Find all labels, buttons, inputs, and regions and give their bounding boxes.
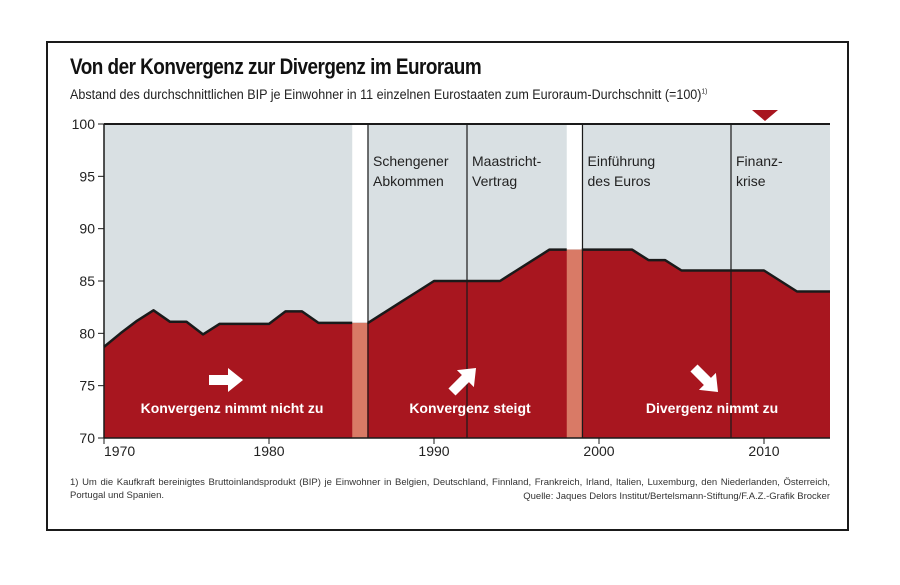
chart-title: Von der Konvergenz zur Divergenz im Euro… — [70, 54, 482, 79]
phase-separator-bottom-1 — [352, 322, 368, 438]
phase-arrow-3-icon — [690, 364, 719, 393]
event-label-2-1: Maastricht- — [472, 153, 542, 169]
y-tick-label-70: 70 — [79, 430, 95, 446]
x-tick-label-1990: 1990 — [418, 443, 449, 459]
subtitle-footnote-mark: 1) — [701, 88, 708, 96]
event-label-2-2: Vertrag — [472, 173, 517, 189]
phase-separator-top-1 — [352, 124, 368, 323]
y-tick-label-80: 80 — [79, 325, 95, 341]
x-tick-label-2000: 2000 — [583, 443, 614, 459]
phase-arrow-2-icon — [448, 367, 477, 396]
y-tick-label-100: 100 — [72, 116, 96, 132]
chart-subtitle: Abstand des durchschnittlichen BIP je Ei… — [70, 87, 707, 102]
event-label-4-1: Finanz- — [736, 153, 783, 169]
event-label-1-2: Abkommen — [373, 173, 444, 189]
y-tick-label-95: 95 — [79, 168, 95, 184]
event-label-3-1: Einführung — [588, 153, 656, 169]
footnote: 1) Um die Kaufkraft bereinigtes Bruttoin… — [70, 477, 830, 501]
phase-separator-top-2 — [566, 124, 582, 250]
reference-marker — [752, 110, 778, 121]
y-tick-label-85: 85 — [79, 273, 95, 289]
event-label-3-2: des Euros — [588, 173, 651, 189]
event-label-4-2: krise — [736, 173, 766, 189]
phase-arrow-shape-2 — [448, 367, 477, 396]
phase-label-1: Konvergenz nimmt nicht zu — [141, 400, 324, 416]
phase-label-2: Konvergenz steigt — [409, 400, 531, 416]
x-tick-label-1970: 1970 — [104, 443, 135, 459]
y-tick-label-90: 90 — [79, 221, 95, 237]
phase-separator-bottom-2 — [566, 249, 582, 438]
phase-arrow-shape-1 — [209, 368, 243, 392]
subtitle-text: Abstand des durchschnittlichen BIP je Ei… — [70, 87, 702, 102]
source-note: Quelle: Jaques Delors Institut/Bertelsma… — [523, 491, 830, 502]
phase-arrow-shape-3 — [690, 364, 719, 393]
phase-label-3: Divergenz nimmt zu — [646, 400, 778, 416]
x-tick-label-2010: 2010 — [748, 443, 779, 459]
x-tick-label-1980: 1980 — [253, 443, 284, 459]
y-tick-label-75: 75 — [79, 378, 95, 394]
phase-arrow-1-icon — [209, 368, 243, 392]
event-label-1-1: Schengener — [373, 153, 449, 169]
